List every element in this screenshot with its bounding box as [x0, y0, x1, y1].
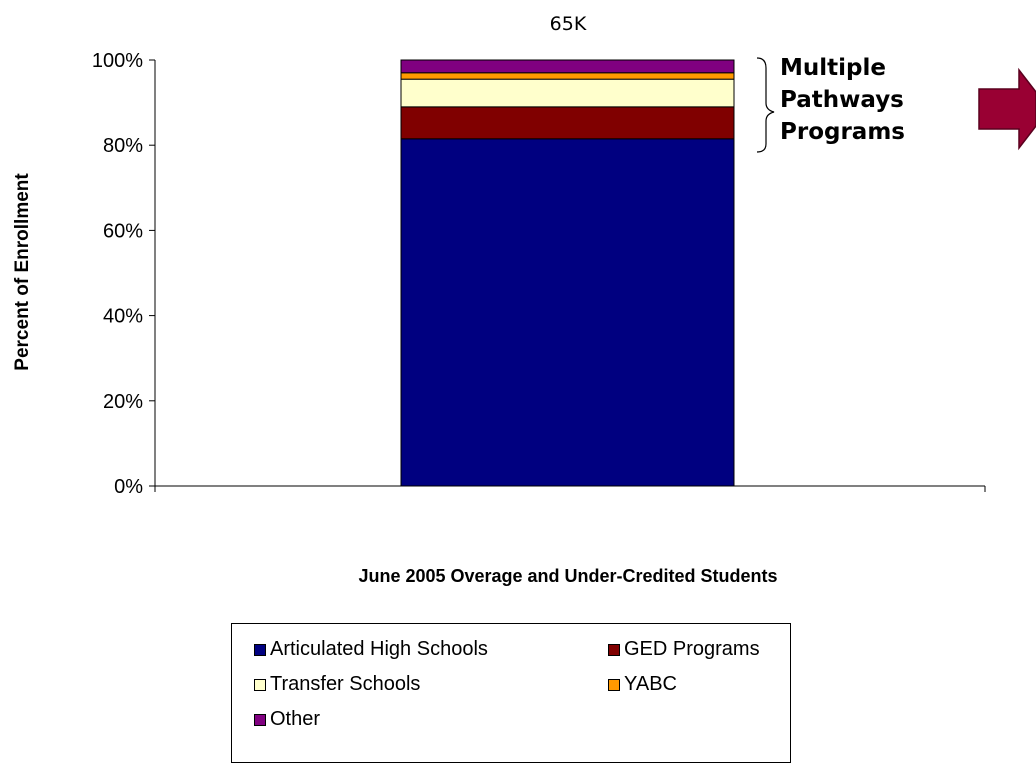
legend-swatch	[608, 643, 620, 656]
x-axis-title: June 2005 Overage and Under-Credited Stu…	[358, 566, 777, 586]
bar-segment-ged-programs	[400, 106, 735, 140]
annotation-line: Programs	[780, 119, 905, 145]
legend-item: Transfer Schools	[254, 673, 420, 696]
y-tick-label: 80%	[103, 135, 143, 157]
annotation-line: Pathways	[780, 87, 904, 113]
multiple-pathways-annotation: Multiple Pathways Programs	[780, 52, 960, 148]
y-axis-title: Percent of Enrollment	[12, 173, 33, 371]
bar-segment-transfer-schools	[400, 78, 735, 108]
bar-stack	[400, 59, 735, 487]
y-tick-label: 60%	[103, 220, 143, 242]
legend-label: Transfer Schools	[270, 673, 421, 695]
y-tick-label: 100%	[92, 50, 143, 72]
stacked-bar-chart: 0% 20% 40% 60% 80% 100% 65K Percent of Enroll…	[12, 13, 1036, 586]
legend-swatch	[254, 713, 266, 726]
curly-brace	[756, 57, 775, 153]
legend-item: YABC	[608, 673, 677, 696]
bar-segment-yabc	[400, 72, 735, 80]
legend-item: Other	[254, 708, 320, 731]
bar-total-label: 65K	[550, 13, 587, 35]
y-tick-label: 0%	[114, 476, 143, 498]
y-tick-label: 40%	[103, 306, 143, 328]
legend-swatch	[608, 678, 620, 691]
y-axis: 0% 20% 40% 60% 80% 100%	[92, 50, 986, 498]
legend-label: Other	[270, 708, 321, 730]
bar-segment-articulated-high-schools	[400, 138, 735, 487]
legend-label: YABC	[624, 673, 677, 695]
legend-swatch	[254, 678, 266, 691]
y-tick-label: 20%	[103, 391, 143, 413]
bar-segment-other	[400, 59, 735, 74]
legend-label: GED Programs	[624, 638, 760, 660]
chart-legend: Articulated High Schools GED Programs Tr…	[231, 623, 791, 763]
legend-label: Articulated High Schools	[270, 638, 488, 660]
legend-item: Articulated High Schools	[254, 638, 488, 661]
annotation-line: Multiple	[780, 55, 886, 81]
legend-swatch	[254, 643, 266, 656]
legend-item: GED Programs	[608, 638, 760, 661]
right-arrow-icon	[978, 67, 1036, 151]
